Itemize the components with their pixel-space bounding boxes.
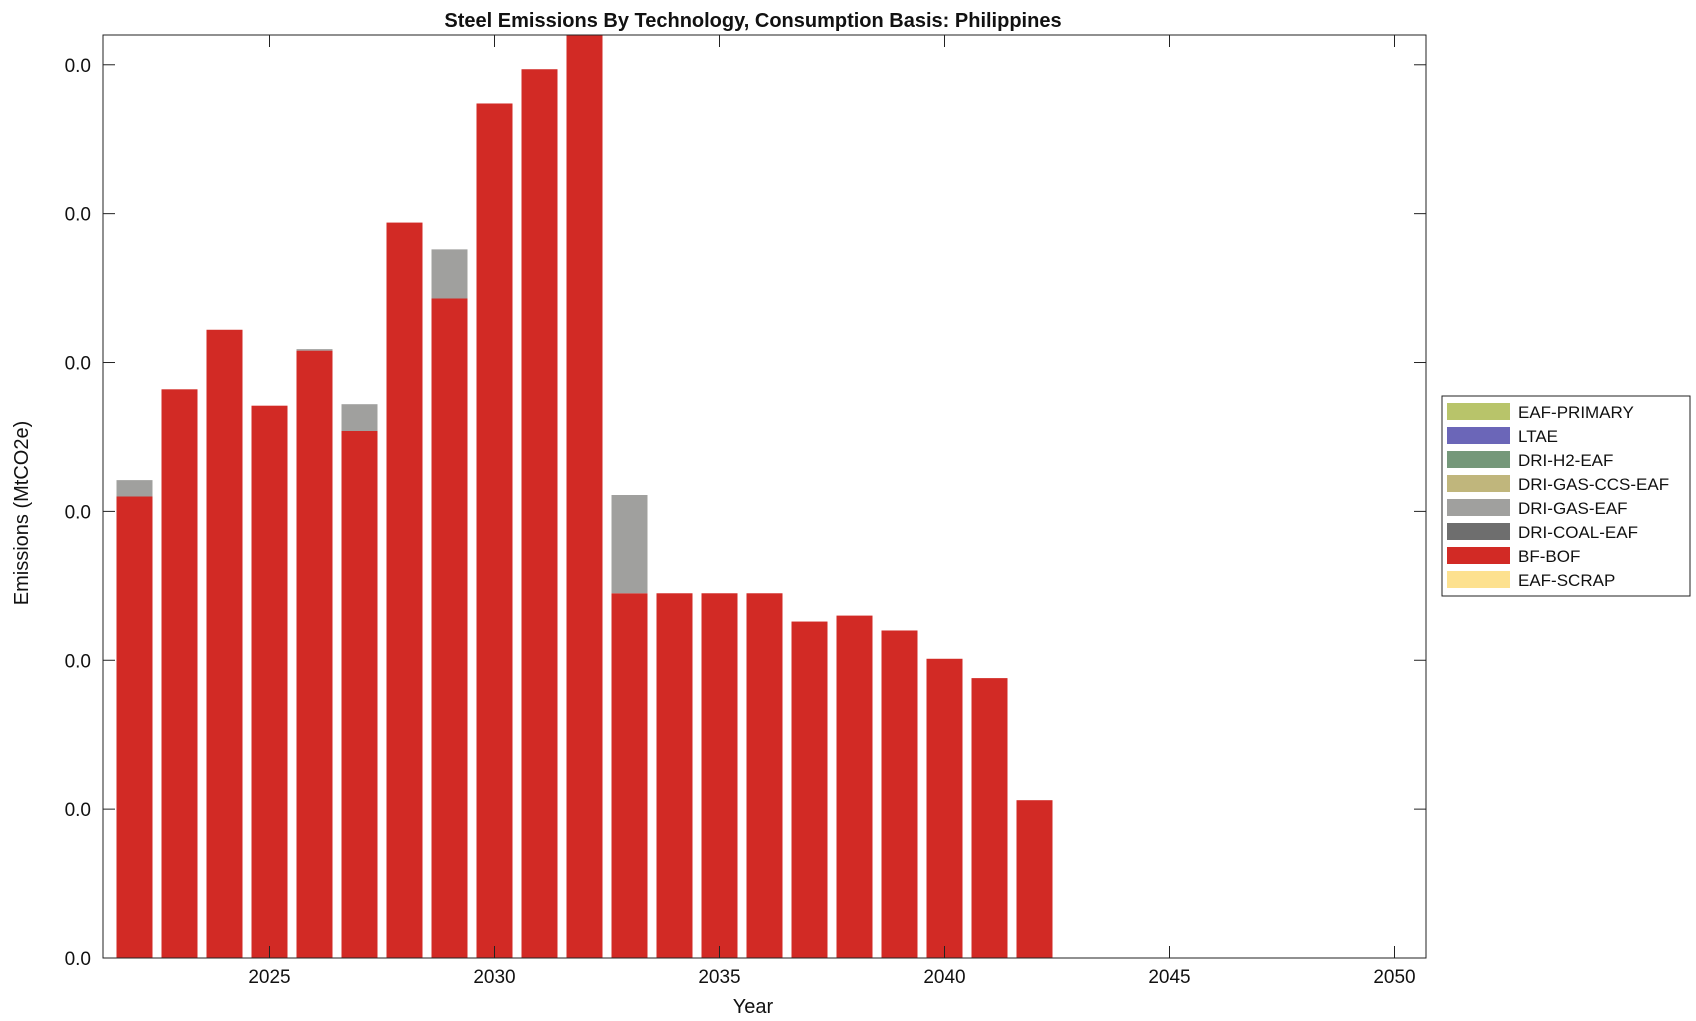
legend-swatch-bf-bof	[1447, 547, 1510, 564]
bar-bf-bof-2026	[296, 350, 333, 958]
y-tick-label: 0.0	[65, 651, 91, 672]
x-tick-label: 2030	[473, 967, 515, 988]
bar-dri-gas-eaf-2033	[611, 495, 648, 594]
bar-bf-bof-2030	[476, 103, 513, 959]
legend: EAF-PRIMARY LTAE DRI-H2-EAF DRI-GAS-CCS-EAF…	[1441, 395, 1691, 597]
bar-bf-bof-2036	[746, 593, 783, 958]
bar-dri-gas-eaf-2027	[341, 404, 378, 431]
x-tick-label: 2050	[1373, 967, 1415, 988]
y-axis-ticks: 0.0 0.0 0.0 0.0 0.0 0.0 0.0	[65, 56, 1426, 970]
bar-bf-bof-2037	[791, 621, 828, 958]
bar-bf-bof-2034	[656, 593, 693, 958]
bar-bf-bof-2023	[161, 389, 198, 958]
x-tick-label: 2040	[923, 967, 965, 988]
legend-items: EAF-PRIMARY LTAE DRI-H2-EAF DRI-GAS-CCS-EAF…	[1447, 403, 1669, 590]
x-tick-label: 2035	[698, 967, 740, 988]
legend-swatch-ltae	[1447, 427, 1510, 444]
legend-swatch-dri-gas-eaf	[1447, 499, 1510, 516]
bar-bf-bof-2033	[611, 593, 648, 958]
bar-bf-bof-2024	[206, 329, 243, 958]
bar-bf-bof-2022	[116, 496, 153, 958]
x-tick-label: 2045	[1148, 967, 1190, 988]
bar-bf-bof-2031	[521, 69, 558, 959]
bar-bf-bof-2028	[386, 222, 423, 958]
bar-bf-bof-2025	[251, 405, 288, 958]
bar-bf-bof-2029	[431, 298, 468, 958]
legend-box	[1441, 395, 1691, 597]
y-tick-label: 0.0	[65, 502, 91, 523]
y-tick-label: 0.0	[65, 949, 91, 970]
bar-bf-bof-2042	[1016, 800, 1053, 958]
legend-swatch-dri-coal-eaf	[1447, 523, 1510, 540]
bar-dri-gas-eaf-2029	[431, 249, 468, 299]
legend-label-dri-gas-eaf: DRI-GAS-EAF	[1518, 499, 1628, 518]
x-tick-label: 2025	[248, 967, 290, 988]
bar-bf-bof-2040	[926, 658, 963, 958]
legend-label-dri-coal-eaf: DRI-COAL-EAF	[1518, 523, 1638, 542]
legend-swatch-eaf-scrap	[1447, 571, 1510, 588]
x-axis-label: Year	[733, 996, 774, 1018]
legend-label-eaf-scrap: EAF-SCRAP	[1518, 571, 1615, 590]
legend-label-dri-h2-eaf: DRI-H2-EAF	[1518, 451, 1613, 470]
bar-bf-bof-2041	[971, 678, 1008, 958]
bar-dri-gas-eaf-2022	[116, 480, 153, 497]
axes-layer	[102, 34, 1427, 959]
bar-bf-bof-2038	[836, 615, 873, 958]
y-axis-label: Emissions (MtCO2e)	[11, 421, 33, 605]
bar-bf-bof-2039	[881, 630, 918, 958]
bar-bf-bof-2032	[566, 35, 603, 958]
y-tick-label: 0.0	[65, 800, 91, 821]
bar-bf-bof-2027	[341, 431, 378, 958]
y-tick-label: 0.0	[65, 56, 91, 77]
chart-title: Steel Emissions By Technology, Consumpti…	[444, 10, 1061, 32]
x-axis-ticks: 2025 2030 2035 2040 2045 2050	[248, 35, 1416, 988]
legend-label-ltae: LTAE	[1518, 427, 1558, 446]
legend-label-dri-gas-ccs-eaf: DRI-GAS-CCS-EAF	[1518, 475, 1669, 494]
y-tick-label: 0.0	[65, 205, 91, 226]
legend-swatch-eaf-primary	[1447, 403, 1510, 420]
bar-bf-bof-2035	[701, 593, 738, 958]
y-tick-label: 0.0	[65, 354, 91, 375]
plot-frame	[102, 34, 1427, 959]
legend-swatch-dri-h2-eaf	[1447, 451, 1510, 468]
bars-layer	[116, 35, 1053, 959]
legend-label-eaf-primary: EAF-PRIMARY	[1518, 403, 1634, 422]
legend-swatch-dri-gas-ccs-eaf	[1447, 475, 1510, 492]
legend-label-bf-bof: BF-BOF	[1518, 547, 1580, 566]
bar-dri-gas-eaf-2026	[296, 349, 333, 351]
